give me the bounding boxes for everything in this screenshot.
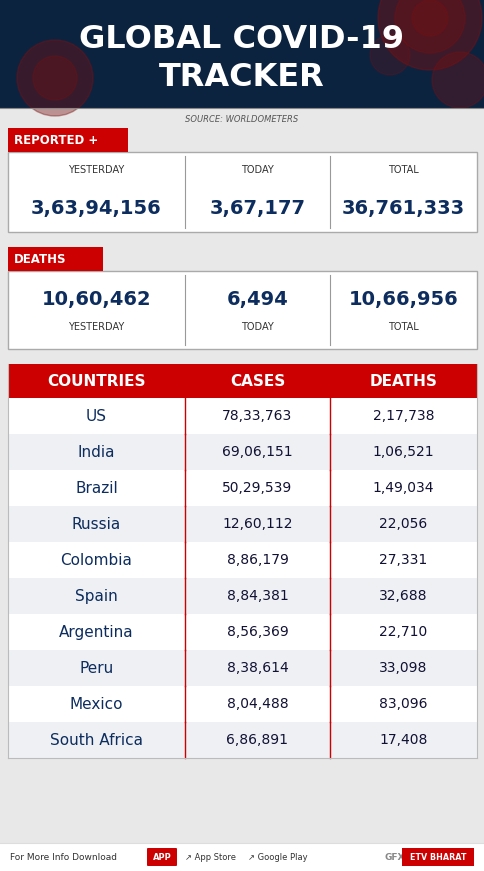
Text: YESTERDAY: YESTERDAY — [68, 165, 124, 175]
Text: APP: APP — [152, 853, 171, 861]
Text: GLOBAL COVID-19: GLOBAL COVID-19 — [79, 24, 404, 56]
Text: 27,331: 27,331 — [378, 553, 427, 567]
Text: TODAY: TODAY — [241, 165, 273, 175]
Text: ↗ App Store: ↗ App Store — [184, 853, 236, 861]
FancyBboxPatch shape — [8, 128, 128, 152]
Text: 8,38,614: 8,38,614 — [226, 661, 288, 675]
FancyBboxPatch shape — [8, 152, 476, 232]
Text: 17,408: 17,408 — [378, 733, 427, 747]
Text: TOTAL: TOTAL — [387, 165, 418, 175]
Text: Spain: Spain — [75, 589, 118, 604]
Text: 10,60,462: 10,60,462 — [42, 289, 151, 308]
Text: ↗ Google Play: ↗ Google Play — [247, 853, 307, 861]
Circle shape — [377, 0, 481, 70]
FancyBboxPatch shape — [8, 434, 476, 470]
Circle shape — [431, 52, 484, 108]
Text: Brazil: Brazil — [75, 481, 118, 496]
Text: 8,56,369: 8,56,369 — [226, 625, 288, 639]
FancyBboxPatch shape — [8, 247, 103, 271]
Circle shape — [411, 0, 447, 36]
Text: 78,33,763: 78,33,763 — [222, 409, 292, 423]
Text: TODAY: TODAY — [241, 322, 273, 332]
Text: India: India — [77, 444, 115, 460]
Text: 6,86,891: 6,86,891 — [226, 733, 288, 747]
Text: Russia: Russia — [72, 517, 121, 531]
FancyBboxPatch shape — [8, 650, 476, 686]
FancyBboxPatch shape — [0, 0, 484, 108]
Text: 2,17,738: 2,17,738 — [372, 409, 433, 423]
FancyBboxPatch shape — [8, 722, 476, 758]
FancyBboxPatch shape — [8, 614, 476, 650]
FancyBboxPatch shape — [8, 686, 476, 722]
Text: 3,63,94,156: 3,63,94,156 — [31, 199, 162, 218]
Text: Argentina: Argentina — [59, 625, 134, 639]
FancyBboxPatch shape — [0, 843, 484, 871]
Text: COUNTRIES: COUNTRIES — [47, 374, 146, 388]
Text: 8,84,381: 8,84,381 — [226, 589, 288, 603]
Text: TRACKER: TRACKER — [159, 63, 324, 93]
Text: DEATHS: DEATHS — [14, 253, 66, 266]
Text: SOURCE: WORLDOMETERS: SOURCE: WORLDOMETERS — [185, 116, 298, 125]
Text: GFX: GFX — [384, 853, 405, 861]
Text: YESTERDAY: YESTERDAY — [68, 322, 124, 332]
Text: South Africa: South Africa — [50, 733, 143, 747]
FancyBboxPatch shape — [8, 364, 476, 398]
Text: For More Info Download: For More Info Download — [10, 853, 117, 861]
Text: TOTAL: TOTAL — [387, 322, 418, 332]
FancyBboxPatch shape — [8, 578, 476, 614]
FancyBboxPatch shape — [8, 271, 476, 349]
Text: 10,66,956: 10,66,956 — [348, 289, 457, 308]
Text: CASES: CASES — [229, 374, 285, 388]
Circle shape — [369, 35, 409, 75]
Text: 22,710: 22,710 — [378, 625, 427, 639]
Text: 1,49,034: 1,49,034 — [372, 481, 433, 495]
Text: 33,098: 33,098 — [378, 661, 427, 675]
Text: Peru: Peru — [79, 660, 113, 676]
Text: 36,761,333: 36,761,333 — [341, 199, 464, 218]
Circle shape — [17, 40, 93, 116]
FancyBboxPatch shape — [401, 848, 473, 866]
Text: 3,67,177: 3,67,177 — [209, 199, 305, 218]
Circle shape — [33, 56, 77, 100]
Text: Mexico: Mexico — [70, 697, 123, 712]
Text: 22,056: 22,056 — [378, 517, 427, 531]
Text: 1,06,521: 1,06,521 — [372, 445, 433, 459]
FancyBboxPatch shape — [8, 506, 476, 542]
Text: 50,29,539: 50,29,539 — [222, 481, 292, 495]
FancyBboxPatch shape — [8, 398, 476, 434]
Text: 32,688: 32,688 — [378, 589, 427, 603]
Text: 83,096: 83,096 — [378, 697, 427, 711]
Text: DEATHS: DEATHS — [369, 374, 437, 388]
Text: Colombia: Colombia — [60, 552, 132, 568]
Text: US: US — [86, 408, 107, 423]
FancyBboxPatch shape — [8, 542, 476, 578]
FancyBboxPatch shape — [8, 470, 476, 506]
Text: 6,494: 6,494 — [226, 289, 288, 308]
FancyBboxPatch shape — [147, 848, 177, 866]
Text: ETV BHARAT: ETV BHARAT — [409, 853, 465, 861]
Text: REPORTED +: REPORTED + — [14, 133, 98, 146]
Text: 8,04,488: 8,04,488 — [226, 697, 287, 711]
Text: 12,60,112: 12,60,112 — [222, 517, 292, 531]
Text: 8,86,179: 8,86,179 — [226, 553, 288, 567]
Text: 69,06,151: 69,06,151 — [222, 445, 292, 459]
Circle shape — [394, 0, 464, 53]
